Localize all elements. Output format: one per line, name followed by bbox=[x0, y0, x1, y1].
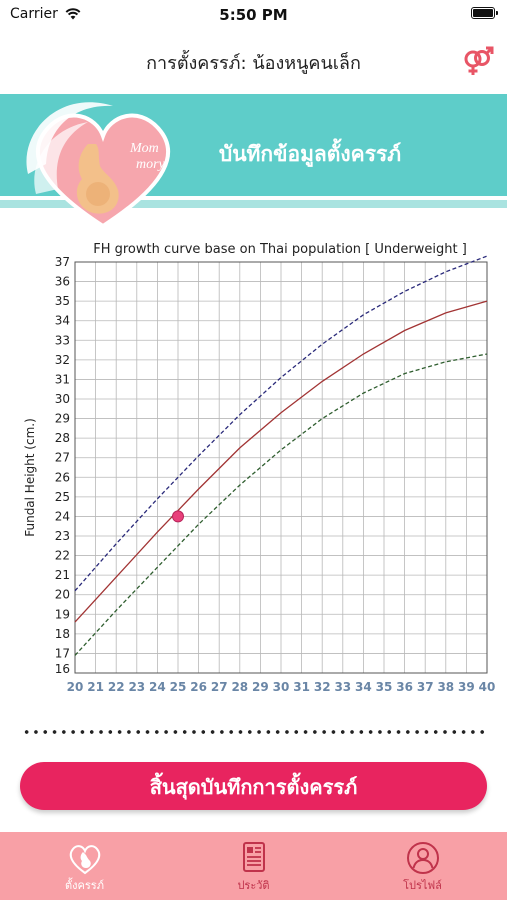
series-line-2 bbox=[74, 353, 488, 656]
document-icon bbox=[242, 842, 265, 872]
x-tick-label: 20 bbox=[67, 680, 84, 694]
x-tick-label: 21 bbox=[87, 680, 104, 694]
status-bar: Carrier 5:50 PM bbox=[0, 0, 507, 30]
x-tick-label: 38 bbox=[437, 680, 454, 694]
x-tick-label: 30 bbox=[273, 680, 290, 694]
y-tick-label: 17 bbox=[55, 646, 70, 660]
x-tick-label: 24 bbox=[149, 680, 166, 694]
profile-icon bbox=[406, 842, 439, 874]
x-tick-label: 39 bbox=[458, 680, 475, 694]
x-tick-label: 36 bbox=[396, 680, 413, 694]
series-line-0 bbox=[74, 255, 488, 592]
tab-profile-label: โปรไฟล์ bbox=[403, 879, 442, 892]
x-tick-label: 40 bbox=[479, 680, 496, 694]
y-tick-label: 32 bbox=[55, 353, 70, 367]
tab-pregnancy[interactable]: ตั้งครรภ์ bbox=[0, 832, 169, 900]
clock: 5:50 PM bbox=[219, 6, 288, 24]
x-tick-label: 23 bbox=[128, 680, 145, 694]
y-tick-label: 34 bbox=[55, 314, 70, 328]
series-line-1 bbox=[74, 300, 488, 623]
y-tick-label: 16 bbox=[55, 662, 70, 676]
chart-svg: 1718192021222324252627282930313233343536… bbox=[23, 255, 496, 694]
y-tick-label: 28 bbox=[55, 431, 70, 445]
tab-history[interactable]: ประวัติ bbox=[169, 832, 338, 900]
y-tick-label: 33 bbox=[55, 333, 70, 347]
chart-title: FH growth curve base on Thai population … bbox=[93, 242, 467, 257]
y-tick-label: 30 bbox=[55, 392, 70, 406]
tab-pregnancy-label: ตั้งครรภ์ bbox=[65, 879, 104, 892]
y-tick-label: 22 bbox=[55, 549, 70, 563]
end-pregnancy-record-button[interactable]: สิ้นสุดบันทึกการตั้งครรภ์ bbox=[20, 762, 487, 810]
pregnancy-heart-icon bbox=[69, 845, 100, 875]
dotted-divider bbox=[22, 728, 486, 736]
x-tick-label: 28 bbox=[231, 680, 248, 694]
y-tick-label: 35 bbox=[55, 294, 70, 308]
wifi-icon bbox=[65, 8, 81, 20]
x-tick-label: 27 bbox=[211, 680, 228, 694]
page-title: การตั้งครรภ์: น้องหนูคนเล็ก bbox=[146, 53, 361, 74]
fh-growth-chart: FH growth curve base on Thai population … bbox=[0, 236, 507, 702]
y-tick-label: 24 bbox=[55, 509, 70, 523]
y-tick-label: 31 bbox=[55, 372, 70, 386]
logo-text-mory: mory bbox=[136, 157, 166, 172]
y-tick-label: 29 bbox=[55, 412, 70, 426]
y-tick-label: 23 bbox=[55, 529, 70, 543]
banner-stripe-accent bbox=[0, 200, 507, 208]
gender-symbol-icon[interactable] bbox=[461, 44, 495, 78]
banner: Mom mory บันทึกข้อมูลตั้งครรภ์ bbox=[0, 94, 507, 229]
logo-text-mom: Mom bbox=[129, 141, 159, 156]
y-tick-label: 37 bbox=[55, 255, 70, 269]
x-tick-label: 26 bbox=[190, 680, 207, 694]
x-tick-label: 31 bbox=[293, 680, 310, 694]
x-tick-label: 32 bbox=[314, 680, 331, 694]
banner-title: บันทึกข้อมูลตั้งครรภ์ bbox=[218, 142, 402, 166]
tab-bar: ตั้งครรภ์ ประวัติ โปรไฟล์ bbox=[0, 832, 507, 900]
plot-frame bbox=[74, 261, 488, 674]
x-tick-label: 35 bbox=[376, 680, 393, 694]
nav-header: การตั้งครรภ์: น้องหนูคนเล็ก bbox=[0, 30, 507, 92]
y-tick-label: 21 bbox=[55, 568, 70, 582]
y-tick-label: 27 bbox=[55, 451, 70, 465]
x-tick-label: 33 bbox=[334, 680, 351, 694]
x-tick-label: 34 bbox=[355, 680, 372, 694]
y-tick-label: 19 bbox=[55, 607, 70, 621]
mommory-logo: Mom mory bbox=[26, 102, 171, 229]
y-tick-label: 36 bbox=[55, 275, 70, 289]
x-tick-label: 37 bbox=[417, 680, 434, 694]
y-tick-label: 25 bbox=[55, 490, 70, 504]
y-tick-label: 26 bbox=[55, 470, 70, 484]
x-tick-label: 29 bbox=[252, 680, 269, 694]
y-tick-label: 18 bbox=[55, 627, 70, 641]
y-axis-label: Fundal Height (cm.) bbox=[23, 418, 37, 537]
x-tick-label: 25 bbox=[170, 680, 187, 694]
carrier-label: Carrier bbox=[10, 6, 58, 22]
tab-history-label: ประวัติ bbox=[237, 879, 270, 892]
data-point bbox=[172, 510, 184, 523]
y-tick-label: 20 bbox=[55, 588, 70, 602]
battery-icon bbox=[471, 7, 498, 19]
tab-profile[interactable]: โปรไฟล์ bbox=[338, 832, 507, 900]
x-tick-label: 22 bbox=[108, 680, 125, 694]
